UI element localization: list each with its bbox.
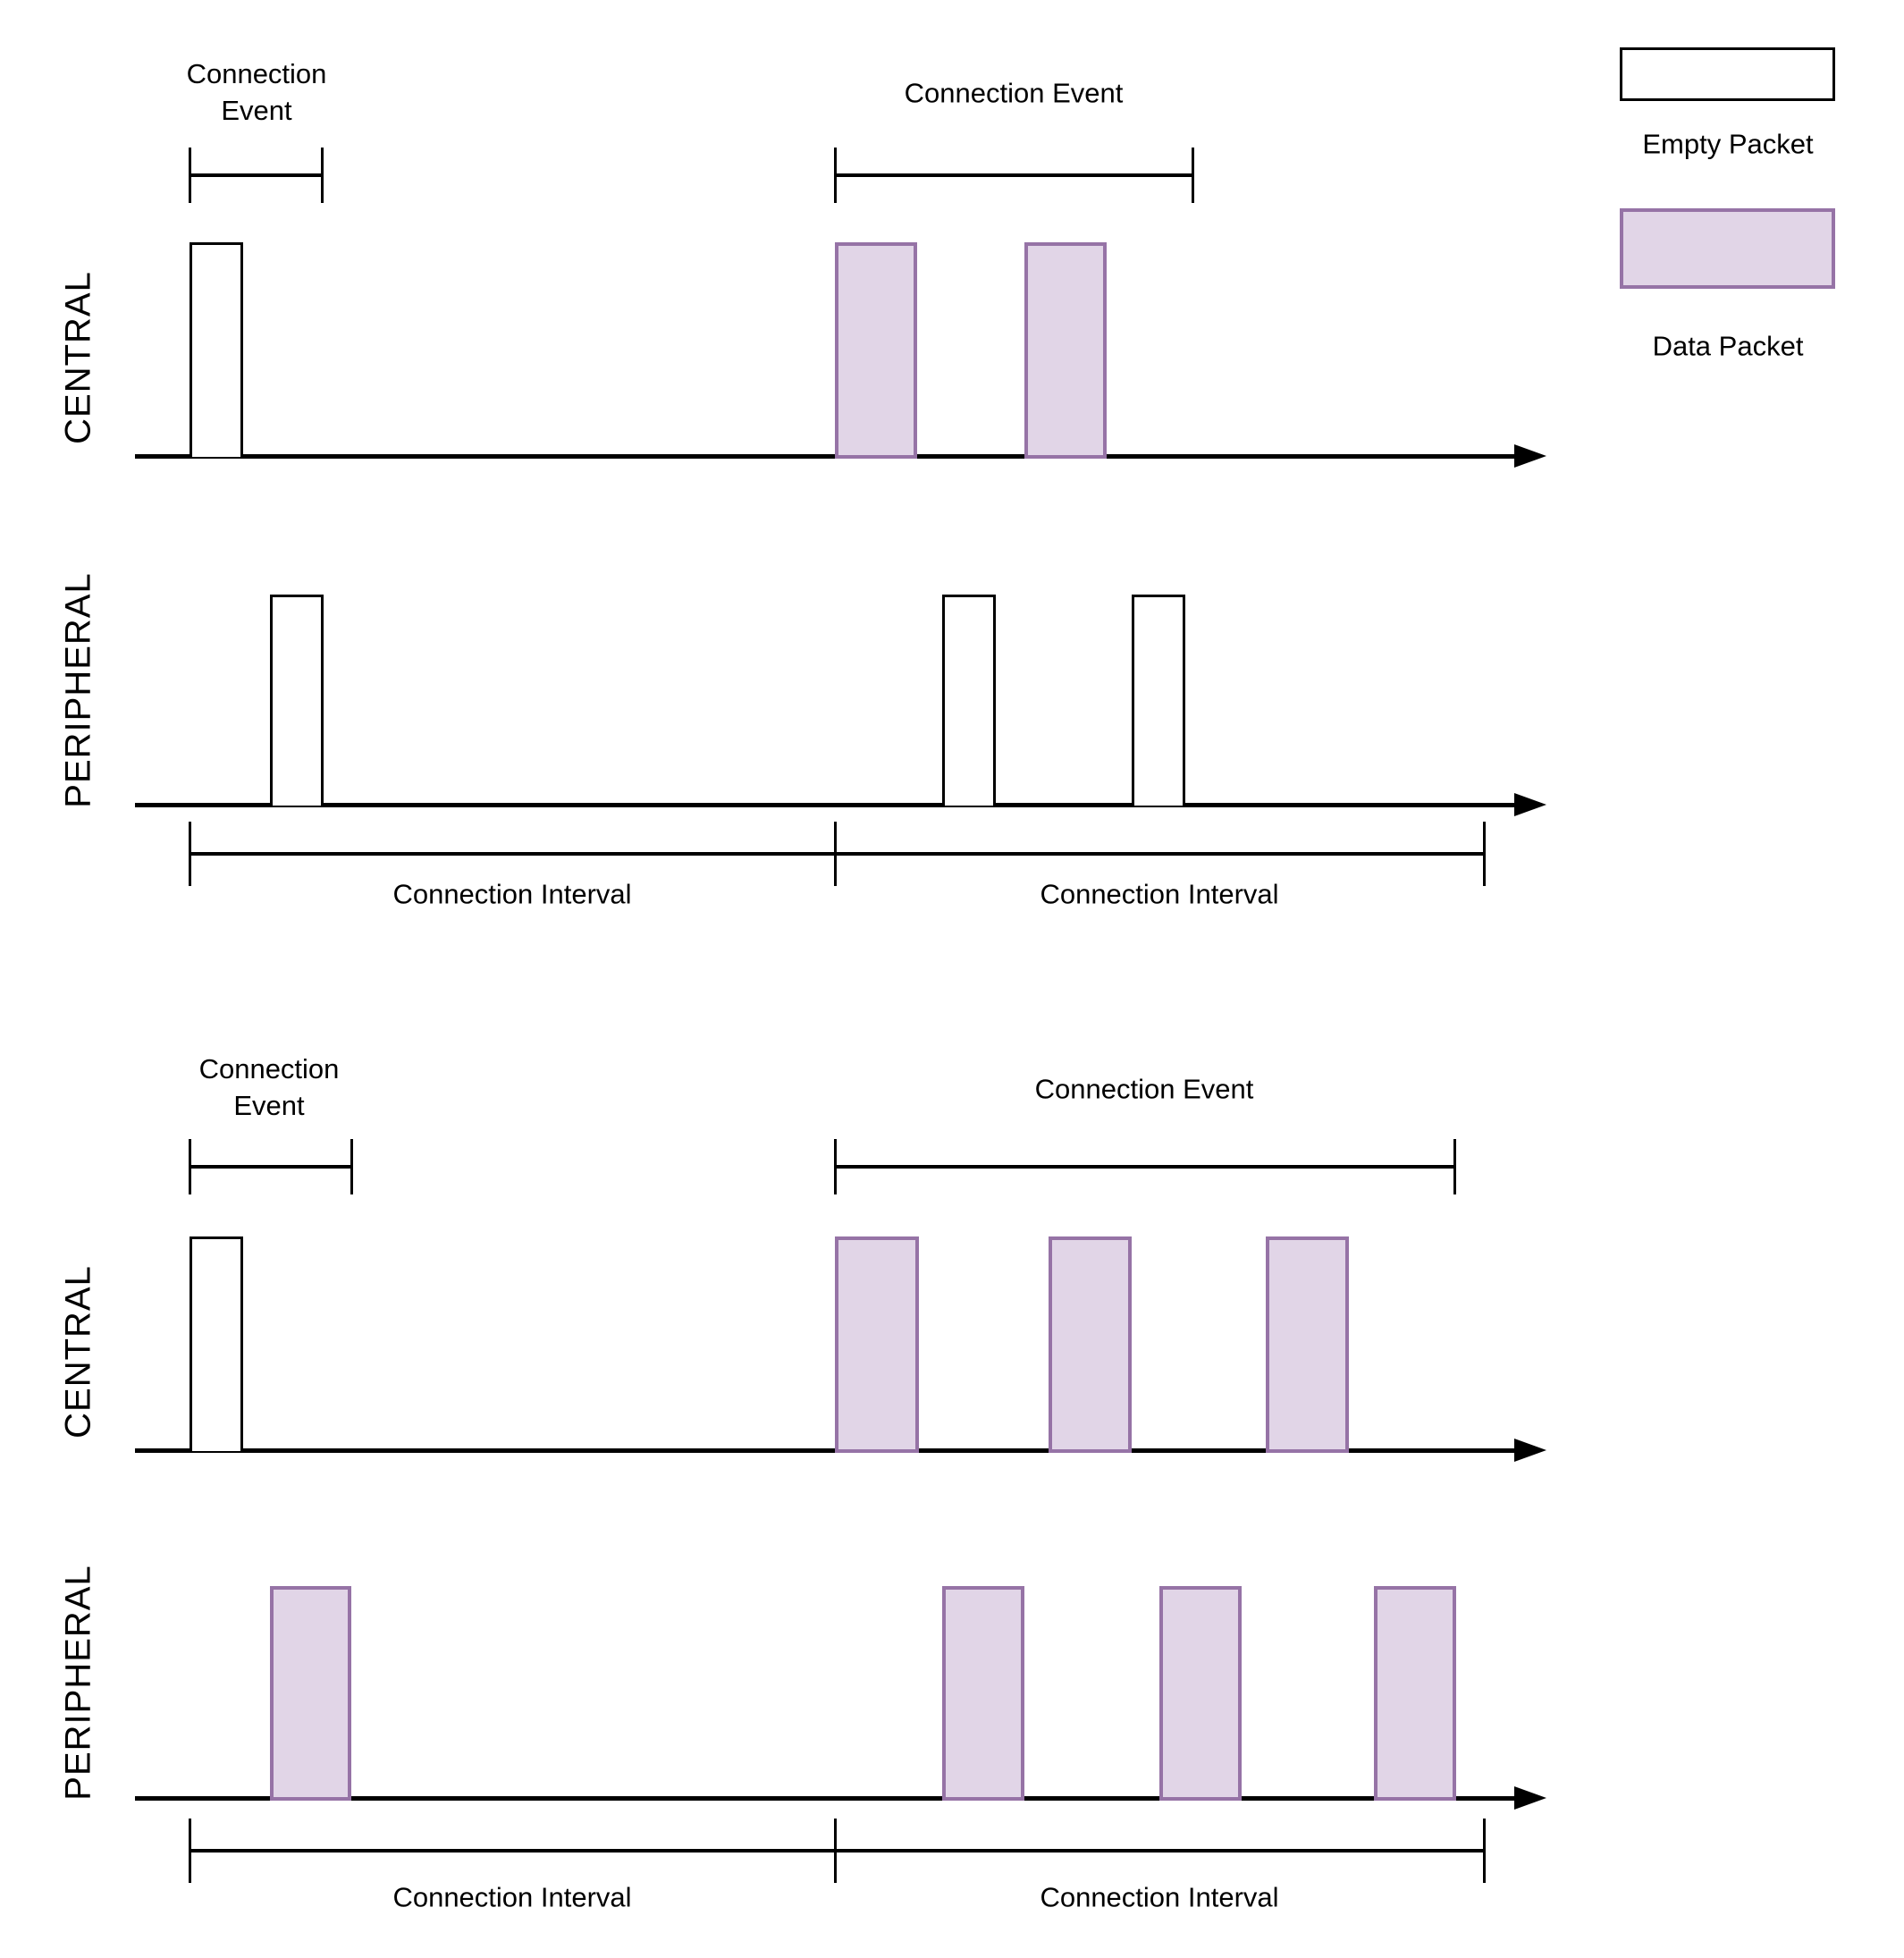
bracket-tick: [1483, 822, 1486, 886]
bracket-tick: [834, 822, 837, 886]
bracket-tick: [189, 1819, 191, 1883]
bracket-tick: [834, 1139, 837, 1194]
row-label-central: CENTRAL: [58, 271, 98, 444]
axis-arrowhead-icon: [1514, 1786, 1546, 1810]
empty-packet-pulse: [942, 595, 996, 806]
timeline-axis: [135, 454, 1516, 459]
connection-event-bracket: [190, 173, 322, 177]
connection-event-bracket: [190, 1165, 351, 1169]
empty-packet-label: Empty Packet: [1642, 128, 1814, 160]
empty-packet-pulse: [1132, 595, 1185, 806]
data-packet-pulse: [1374, 1586, 1456, 1801]
connection-interval-label: Connection Interval: [392, 878, 632, 910]
bracket-tick: [189, 1139, 191, 1194]
timeline-axis: [135, 803, 1516, 807]
bracket-tick: [1192, 148, 1194, 203]
timeline-axis: [135, 1448, 1516, 1453]
data-packet-pulse: [835, 1236, 919, 1453]
axis-arrowhead-icon: [1514, 1439, 1546, 1462]
data-packet-pulse: [1049, 1236, 1132, 1453]
connection-event-bracket: [835, 1165, 1454, 1169]
connection-interval-bracket: [190, 1849, 1484, 1853]
connection-interval-label: Connection Interval: [392, 1881, 632, 1913]
row-label-central: CENTRAL: [58, 1265, 98, 1439]
empty-packet-pulse: [190, 242, 243, 457]
timeline-axis: [135, 1796, 1516, 1801]
connection-event-label: Connection Event: [1034, 1073, 1254, 1105]
connection-interval-bracket: [190, 852, 1484, 856]
data-packet-pulse: [835, 242, 917, 459]
connection-interval-label: Connection Interval: [1040, 1881, 1279, 1913]
empty-packet-swatch: [1620, 47, 1835, 101]
axis-arrowhead-icon: [1514, 444, 1546, 468]
data-packet-pulse: [1159, 1586, 1242, 1801]
empty-packet-pulse: [190, 1236, 243, 1451]
connection-interval-label: Connection Interval: [1040, 878, 1279, 910]
bracket-tick: [189, 822, 191, 886]
bracket-tick: [321, 148, 324, 203]
empty-packet-pulse: [270, 595, 324, 806]
data-packet-pulse: [270, 1586, 351, 1801]
axis-arrowhead-icon: [1514, 793, 1546, 816]
bracket-tick: [834, 148, 837, 203]
data-packet-pulse: [1024, 242, 1107, 459]
data-packet-pulse: [942, 1586, 1024, 1801]
bracket-tick: [1453, 1139, 1456, 1194]
row-label-peripheral: PERIPHERAL: [58, 1565, 98, 1801]
row-label-peripheral: PERIPHERAL: [58, 572, 98, 808]
connection-event-label: Connection Event: [198, 1053, 340, 1121]
connection-event-label: Connection Event: [904, 77, 1124, 109]
connection-event-label: Connection Event: [186, 58, 327, 126]
data-packet-pulse: [1266, 1236, 1349, 1453]
bracket-tick: [189, 148, 191, 203]
data-packet-swatch: [1620, 208, 1835, 289]
bracket-tick: [350, 1139, 353, 1194]
data-packet-label: Data Packet: [1652, 330, 1804, 362]
bracket-tick: [1483, 1819, 1486, 1883]
connection-event-bracket: [835, 173, 1192, 177]
bracket-tick: [834, 1819, 837, 1883]
